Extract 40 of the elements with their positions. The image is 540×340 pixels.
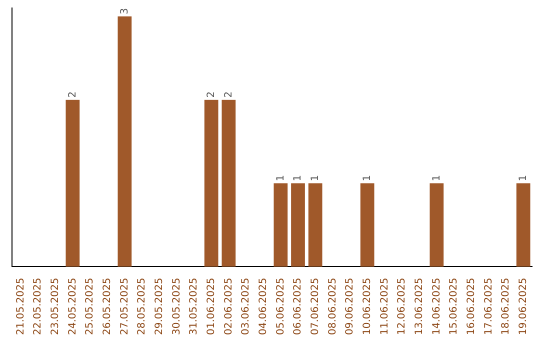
x-tick-label: 25.05.2025 [84,278,96,336]
x-tick-label: 21.05.2025 [15,278,26,336]
x-tick-label: 11.06.2025 [379,278,390,336]
x-tick-label: 17.06.2025 [483,278,494,336]
data-label: 3 [119,8,130,14]
x-tick-label: 26.05.2025 [102,278,113,336]
x-tick-label: 07.06.2025 [310,278,321,336]
x-tick-label: 24.05.2025 [67,278,78,336]
data-label: 2 [223,91,234,98]
x-tick-label: 16.06.2025 [466,278,477,336]
x-tick-label: 31.05.2025 [188,278,200,336]
x-tick-label: 14.06.2025 [431,278,442,336]
x-tick-label: 15.06.2025 [448,278,460,336]
x-tick-label: 09.06.2025 [344,278,356,336]
x-tick-label: 12.06.2025 [396,278,408,336]
data-label: 1 [292,174,304,182]
x-tick-label: 13.06.2025 [414,278,425,336]
x-tick-label: 02.06.2025 [223,278,234,336]
data-label: 1 [431,174,442,182]
x-tick-label: 28.05.2025 [136,278,148,336]
x-tick-label: 03.06.2025 [240,278,252,336]
data-label: 1 [362,174,373,182]
x-tick-label: 23.05.2025 [50,278,61,336]
x-tick-label: 01.06.2025 [206,278,217,336]
x-tick-label: 19.06.2025 [518,278,529,336]
data-label: 1 [310,174,321,182]
x-tick-label: 29.05.2025 [154,278,165,336]
data-label: 2 [67,91,78,98]
x-tick-label: 08.06.2025 [327,278,338,336]
data-label: 1 [518,174,529,182]
x-tick-label: 18.06.2025 [500,278,512,336]
x-tick-label: 22.05.2025 [32,278,44,336]
data-label: 1 [275,174,286,182]
data-label: 2 [206,91,217,98]
x-tick-label: 04.06.2025 [258,278,269,336]
x-tick-label: 10.06.2025 [362,278,373,336]
x-tick-label: 27.05.2025 [119,278,130,336]
x-tick-label: 06.06.2025 [292,278,304,336]
x-tick-label: 05.06.2025 [275,278,286,336]
x-tick-label: 30.05.2025 [171,278,182,336]
